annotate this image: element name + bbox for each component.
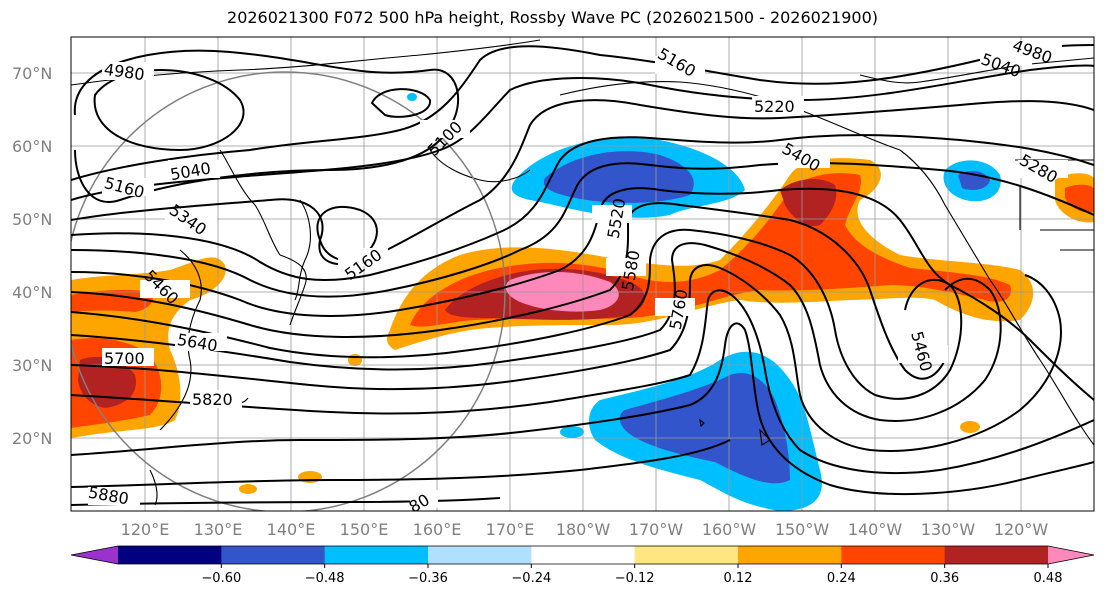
lon-label: 140°E — [267, 520, 316, 539]
colorbar-tick-label: 0.36 — [930, 571, 959, 586]
lon-label: 130°E — [194, 520, 243, 539]
lon-label: 170°W — [629, 520, 684, 539]
lat-label: 60°N — [12, 137, 52, 156]
colorbar-tick-label: 0.24 — [827, 571, 856, 586]
contour-label: 5700 — [104, 349, 145, 368]
colorbar-segment — [531, 546, 636, 564]
lon-label: 120°W — [994, 520, 1049, 539]
lon-label: 140°W — [848, 520, 903, 539]
colorbar-tick-label: −0.24 — [511, 571, 551, 586]
colorbar-tick-label: −0.48 — [305, 571, 345, 586]
negative-anomaly-south-core — [619, 372, 790, 484]
map-title: 2026021300 F072 500 hPa height, Rossby W… — [227, 8, 878, 27]
colorbar-tick-label: −0.12 — [615, 571, 655, 586]
colorbar-segment — [324, 546, 429, 564]
colorbar-extend-high — [1048, 546, 1094, 564]
longitude-labels: 120°E 130°E 140°E 150°E 160°E 170°E 180°… — [121, 520, 1049, 539]
lon-label: 170°E — [486, 520, 535, 539]
colorbar-segment — [118, 546, 222, 564]
colorbar-tick-label: 0.48 — [1034, 571, 1063, 586]
lat-label: 40°N — [12, 283, 52, 302]
colorbar-segment — [738, 546, 842, 564]
anomaly-shading — [71, 93, 1094, 511]
reference-circle — [71, 71, 506, 511]
colorbar-segment — [221, 546, 326, 564]
contour-label: 5220 — [754, 97, 795, 116]
lon-label: 130°W — [921, 520, 976, 539]
colorbar-ticks: −0.60 −0.48 −0.36 −0.24 −0.12 0.12 0.24 0.36 0.4… — [201, 564, 1063, 586]
lat-label: 50°N — [12, 210, 52, 229]
graticule — [71, 37, 1094, 511]
colorbar-segment — [428, 546, 532, 564]
lon-label: 150°E — [340, 520, 389, 539]
colorbar-segment — [841, 546, 946, 564]
contour-label: 80 — [406, 490, 433, 517]
latitude-labels: 70°N 60°N 50°N 40°N 30°N 20°N — [12, 64, 52, 448]
colorbar-outline — [70, 545, 1095, 565]
lon-label: 160°E — [413, 520, 462, 539]
colorbar-tick-label: 0.12 — [724, 571, 753, 586]
lon-label: 150°W — [775, 520, 830, 539]
contour-label: 5820 — [192, 390, 233, 409]
lon-label: 180°W — [556, 520, 611, 539]
colorbar — [70, 545, 1095, 565]
lon-label: 120°E — [121, 520, 170, 539]
colorbar-tick-label: −0.36 — [408, 571, 448, 586]
lat-label: 70°N — [12, 64, 52, 83]
colorbar-segment — [634, 546, 739, 564]
plot-frame — [70, 36, 1095, 512]
lat-label: 20°N — [12, 429, 52, 448]
colorbar-segment — [944, 546, 1049, 564]
colorbar-tick-label: −0.60 — [201, 571, 241, 586]
lon-label: 160°W — [702, 520, 757, 539]
lat-label: 30°N — [12, 356, 52, 375]
colorbar-extend-low — [71, 546, 118, 564]
height-contours — [71, 44, 1094, 506]
